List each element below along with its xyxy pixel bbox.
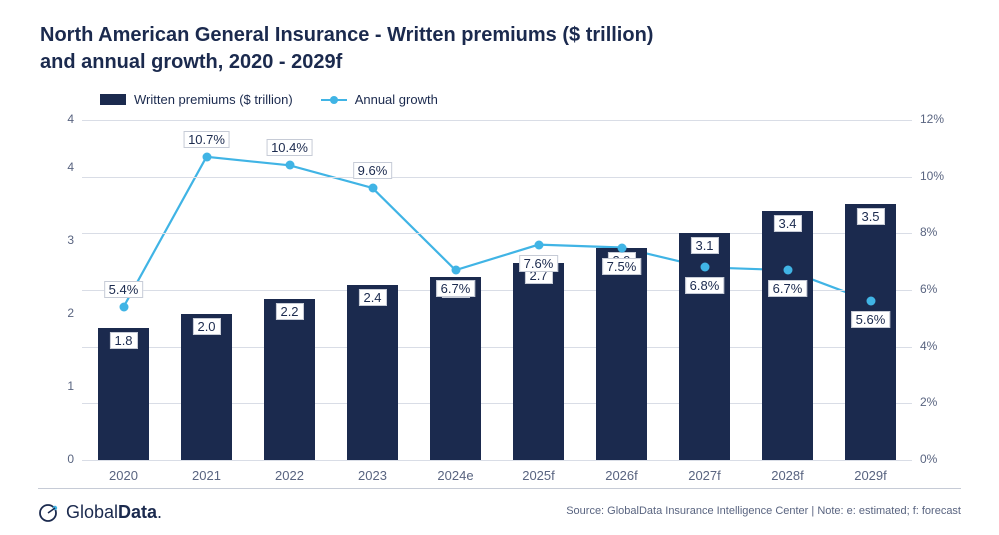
y-axis-left-label: 4 — [44, 112, 74, 126]
x-axis-label: 2029f — [854, 468, 887, 483]
y-axis-right-label: 4% — [920, 339, 956, 353]
bar — [762, 211, 813, 460]
y-axis-left-label: 1 — [44, 379, 74, 393]
line-value-label: 9.6% — [353, 162, 393, 179]
y-axis-right-label: 2% — [920, 395, 956, 409]
x-axis-label: 2021 — [192, 468, 221, 483]
gridline — [82, 460, 912, 461]
bar — [513, 263, 564, 460]
x-axis-label: 2027f — [688, 468, 721, 483]
line-value-label: 10.7% — [183, 131, 230, 148]
line-value-label: 5.4% — [104, 281, 144, 298]
y-axis-right-label: 10% — [920, 169, 956, 183]
legend-label-line: Annual growth — [355, 92, 438, 107]
line-value-label: 5.6% — [851, 311, 891, 328]
line-marker — [202, 152, 211, 161]
bar-value-label: 2.2 — [275, 303, 303, 320]
y-axis-left-label: 4 — [44, 160, 74, 174]
x-axis-label: 2028f — [771, 468, 804, 483]
globaldata-logo-icon — [38, 503, 58, 523]
brand-logo: GlobalData. — [38, 502, 162, 523]
x-axis-label: 2023 — [358, 468, 387, 483]
line-marker — [783, 266, 792, 275]
bar — [596, 248, 647, 460]
line-marker — [617, 243, 626, 252]
line-value-label: 10.4% — [266, 139, 313, 156]
y-axis-right-label: 0% — [920, 452, 956, 466]
bar — [264, 299, 315, 460]
legend-swatch-bar-icon — [100, 94, 126, 105]
x-axis-label: 2022 — [275, 468, 304, 483]
line-marker — [368, 184, 377, 193]
legend-swatch-line-icon — [321, 94, 347, 106]
plot-area: 0%2%4%6%8%10%12%0123441.820202.020212.22… — [82, 120, 912, 460]
brand-word-a: Global — [66, 502, 118, 522]
y-axis-right-label: 12% — [920, 112, 956, 126]
line-marker — [119, 303, 128, 312]
line-marker — [451, 266, 460, 275]
source-note: Source: GlobalData Insurance Intelligenc… — [566, 505, 961, 517]
y-axis-left-label: 2 — [44, 306, 74, 320]
bar — [347, 285, 398, 460]
chart-title: North American General Insurance - Writt… — [40, 22, 653, 76]
legend-item-bars: Written premiums ($ trillion) — [100, 92, 293, 107]
line-value-label: 6.7% — [768, 280, 808, 297]
line-value-label: 7.6% — [519, 255, 559, 272]
y-axis-left-label: 3 — [44, 233, 74, 247]
bar — [181, 314, 232, 460]
brand-logo-text: GlobalData. — [66, 502, 162, 523]
bar-value-label: 1.8 — [109, 332, 137, 349]
chart-container: North American General Insurance - Writt… — [0, 0, 999, 535]
title-line-2: and annual growth, 2020 - 2029f — [40, 51, 342, 73]
gridline — [82, 177, 912, 178]
legend-label-bars: Written premiums ($ trillion) — [134, 92, 293, 107]
line-marker — [534, 240, 543, 249]
line-marker — [700, 263, 709, 272]
brand-dot: . — [157, 502, 162, 522]
line-value-label: 6.8% — [685, 277, 725, 294]
footer-divider — [38, 488, 961, 489]
bar-value-label: 3.5 — [856, 208, 884, 225]
line-marker — [866, 297, 875, 306]
bar-value-label: 2.0 — [192, 318, 220, 335]
title-line-1: North American General Insurance - Writt… — [40, 24, 653, 46]
y-axis-right-label: 8% — [920, 225, 956, 239]
y-axis-right-label: 6% — [920, 282, 956, 296]
brand-word-b: Data — [118, 502, 157, 522]
line-value-label: 7.5% — [602, 258, 642, 275]
legend-item-line: Annual growth — [321, 92, 438, 107]
bar-value-label: 3.1 — [690, 237, 718, 254]
x-axis-label: 2024e — [437, 468, 473, 483]
bar-value-label: 2.4 — [358, 289, 386, 306]
line-marker — [285, 161, 294, 170]
gridline — [82, 120, 912, 121]
x-axis-label: 2026f — [605, 468, 638, 483]
line-value-label: 6.7% — [436, 280, 476, 297]
legend: Written premiums ($ trillion) Annual gro… — [100, 92, 438, 107]
x-axis-label: 2020 — [109, 468, 138, 483]
bar-value-label: 3.4 — [773, 215, 801, 232]
bar — [845, 204, 896, 460]
x-axis-label: 2025f — [522, 468, 555, 483]
y-axis-left-label: 0 — [44, 452, 74, 466]
bar — [430, 277, 481, 460]
